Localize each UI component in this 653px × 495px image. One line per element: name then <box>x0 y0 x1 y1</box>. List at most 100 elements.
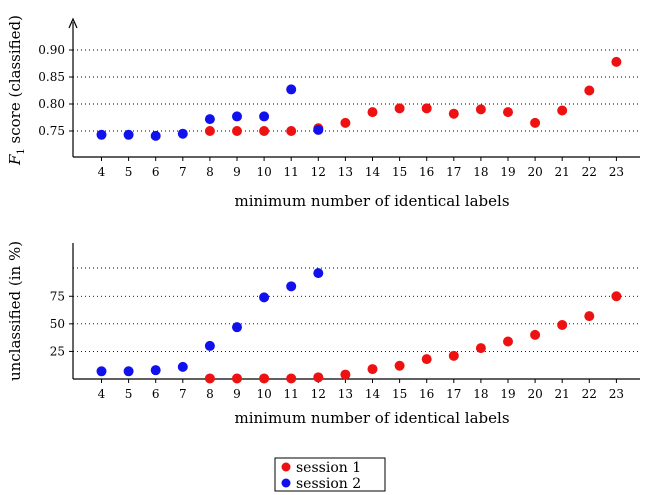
f1-x-tick-label: 21 <box>555 165 570 179</box>
f1-point-session-1 <box>204 126 215 136</box>
f1-y-tick-label: 0.80 <box>38 97 65 111</box>
unclassified-x-tick-label: 6 <box>152 387 160 401</box>
f1-x-tick-label: 15 <box>392 165 407 179</box>
f1-point-session-2 <box>259 111 270 122</box>
f1-point-session-1 <box>367 107 378 118</box>
f1-y-tick-label: 0.85 <box>38 70 65 84</box>
unclassified-point-session-1 <box>421 354 432 365</box>
unclassified-x-tick-label: 19 <box>500 387 515 401</box>
f1-points <box>96 56 622 141</box>
f1-point-session-2 <box>96 129 107 140</box>
f1-point-session-2 <box>313 124 324 135</box>
unclassified-x-tick-label: 15 <box>392 387 407 401</box>
f1-y-label-sub: 1 <box>16 148 27 154</box>
unclassified-x-tick-label: 16 <box>419 387 434 401</box>
f1-x-tick-label: 6 <box>152 165 160 179</box>
unclassified-point-session-1 <box>367 364 378 375</box>
f1-x-tick-label: 19 <box>500 165 515 179</box>
f1-point-session-1 <box>286 126 297 136</box>
legend-label-session-2: session 2 <box>296 476 361 492</box>
f1-x-tick-label: 10 <box>256 165 271 179</box>
unclassified-point-session-1 <box>475 343 486 354</box>
unclassified-x-tick-label: 4 <box>98 387 106 401</box>
f1-x-tick-label: 20 <box>527 165 542 179</box>
f1-point-session-2 <box>150 130 161 141</box>
legend-marker-session-1 <box>281 462 291 472</box>
f1-x-tick-label: 7 <box>179 165 187 179</box>
unclassified-point-session-1 <box>204 373 215 384</box>
f1-x-tick-label: 4 <box>98 165 106 179</box>
f1-point-session-1 <box>503 107 513 118</box>
f1-point-session-1 <box>611 56 622 67</box>
unclassified-x-tick-label: 11 <box>284 387 299 401</box>
unclassified-x-tick-label: 20 <box>527 387 542 401</box>
f1-x-tick-label: 22 <box>582 165 597 179</box>
unclassified-point-session-1 <box>503 336 513 347</box>
f1-gridlines <box>73 49 640 132</box>
f1-x-tick-label: 8 <box>206 165 214 179</box>
unclassified-x-tick-label: 13 <box>338 387 353 401</box>
unclassified-point-session-2 <box>286 281 297 292</box>
unclassified-y-tick-label: 50 <box>50 317 65 331</box>
f1-y-label-rest: score (classified) <box>6 15 24 148</box>
f1-x-tick-label: 14 <box>365 165 381 179</box>
f1-point-session-1 <box>530 117 541 128</box>
unclassified-x-tick-label: 10 <box>256 387 271 401</box>
f1-point-session-1 <box>259 126 270 136</box>
unclassified-point-session-2 <box>204 340 215 351</box>
f1-point-session-1 <box>232 126 242 136</box>
f1-x-tick-label: 18 <box>473 165 488 179</box>
unclassified-x-tick-label: 12 <box>311 387 326 401</box>
unclassified-point-session-1 <box>286 373 297 384</box>
f1-x-tick-label: 11 <box>284 165 299 179</box>
f1-point-session-2 <box>123 129 134 140</box>
unclassified-point-session-2 <box>150 365 161 376</box>
unclassified-x-tick-label: 8 <box>206 387 214 401</box>
f1-y-axis-label: F1 score (classified) <box>6 15 27 166</box>
f1-y-tick-label: 0.75 <box>38 124 65 138</box>
unclassified-x-tick-label: 23 <box>609 387 624 401</box>
unclassified-gridlines <box>73 267 640 352</box>
f1-x-tick-label: 16 <box>419 165 434 179</box>
unclassified-x-tick-label: 14 <box>365 387 381 401</box>
unclassified-point-session-1 <box>259 373 270 384</box>
f1-point-session-1 <box>340 117 351 128</box>
unclassified-point-session-2 <box>232 322 242 333</box>
f1-score-chart: 0.90 0.85 0.80 0.75 4 5 6 7 8 9 10 11 12 13 14 15 16 17 1… <box>6 15 640 210</box>
unclassified-y-axis-label: unclassified (in %) <box>6 241 24 381</box>
f1-x-tick-label: 13 <box>338 165 353 179</box>
f1-x-tick-label: 12 <box>311 165 326 179</box>
legend: session 1 session 2 <box>274 457 386 492</box>
f1-point-session-1 <box>448 108 459 119</box>
f1-point-session-1 <box>475 104 486 115</box>
f1-point-session-1 <box>394 103 405 114</box>
f1-point-session-1 <box>584 85 595 96</box>
f1-point-session-2 <box>232 111 242 122</box>
unclassified-point-session-1 <box>448 350 459 361</box>
unclassified-point-session-1 <box>340 369 351 380</box>
f1-point-session-2 <box>204 114 215 125</box>
unclassified-x-tick-label: 17 <box>446 387 461 401</box>
f1-point-session-1 <box>557 105 568 116</box>
unclassified-point-session-1 <box>584 311 595 322</box>
f1-x-tick-label: 17 <box>446 165 461 179</box>
unclassified-chart: 75 50 25 4 5 6 7 8 9 10 11 12 13 14 15 16 17 18 19 20 21 22 2… <box>6 241 640 427</box>
unclassified-x-tick-label: 22 <box>582 387 597 401</box>
unclassified-point-session-2 <box>313 268 324 279</box>
unclassified-y-ticks: 75 50 25 <box>50 289 73 358</box>
unclassified-point-session-1 <box>313 372 324 383</box>
f1-point-session-1 <box>421 103 432 114</box>
unclassified-points <box>96 268 622 384</box>
unclassified-x-tick-label: 18 <box>473 387 488 401</box>
f1-point-session-2 <box>177 128 188 139</box>
f1-x-tick-label: 5 <box>125 165 133 179</box>
unclassified-point-session-2 <box>96 366 107 377</box>
f1-x-tick-label: 23 <box>609 165 624 179</box>
unclassified-point-session-1 <box>394 360 405 371</box>
unclassified-point-session-2 <box>259 292 270 303</box>
f1-y-tick-label: 0.90 <box>38 43 65 57</box>
unclassified-x-tick-label: 21 <box>555 387 570 401</box>
unclassified-point-session-2 <box>123 366 134 377</box>
f1-x-tick-label: 9 <box>233 165 241 179</box>
